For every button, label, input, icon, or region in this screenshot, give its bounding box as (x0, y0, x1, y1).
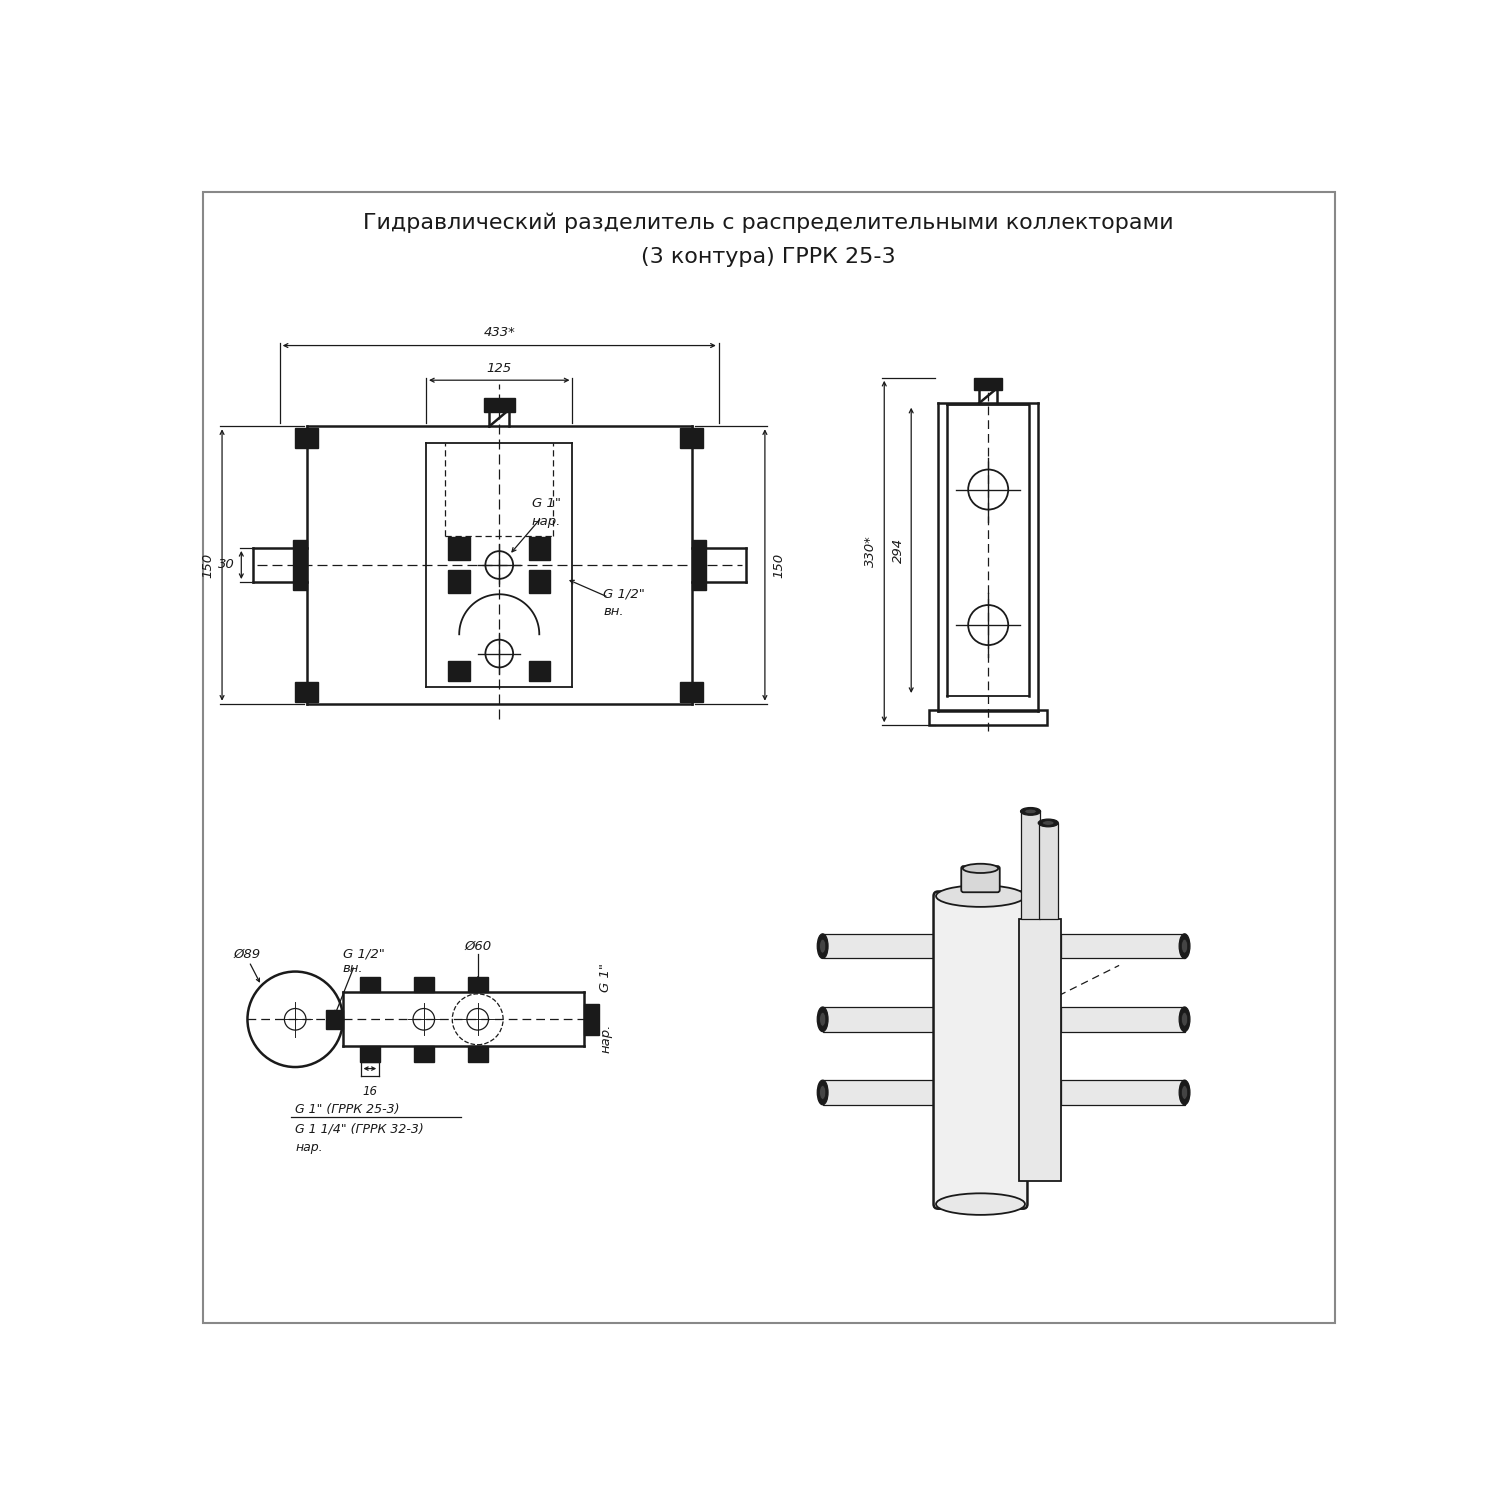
Bar (326, 1010, 344, 1029)
Text: 433*: 433* (483, 327, 514, 339)
Text: нар.: нар. (598, 1023, 612, 1053)
Bar (448, 662, 470, 681)
Text: G 1" (ГРРК 25-3): G 1" (ГРРК 25-3) (296, 1102, 399, 1116)
Text: нар.: нар. (531, 514, 561, 528)
Text: (3 контура) ГРРК 25-3: (3 контура) ГРРК 25-3 (642, 248, 896, 267)
Bar (360, 1047, 380, 1062)
Ellipse shape (936, 885, 1024, 908)
Bar (414, 1047, 434, 1062)
Ellipse shape (1179, 934, 1190, 958)
Ellipse shape (818, 1080, 828, 1106)
Text: 30: 30 (219, 558, 236, 572)
Text: 150: 150 (201, 552, 214, 578)
Ellipse shape (1020, 807, 1041, 816)
Ellipse shape (819, 1086, 825, 1100)
Ellipse shape (1042, 821, 1054, 825)
Bar (822, 1080, 938, 1106)
Text: G 1 1/4" (ГРРК 32-3): G 1 1/4" (ГРРК 32-3) (296, 1124, 424, 1136)
Ellipse shape (818, 1007, 828, 1032)
FancyBboxPatch shape (933, 891, 1028, 1209)
Bar (1019, 920, 1062, 1180)
Bar (528, 662, 550, 681)
Bar (1062, 1080, 1185, 1106)
Text: 125: 125 (486, 362, 512, 375)
Bar (1040, 824, 1058, 920)
Text: G 1": G 1" (598, 963, 612, 993)
Bar (528, 570, 550, 594)
Text: вн.: вн. (603, 604, 624, 618)
FancyBboxPatch shape (962, 865, 999, 892)
Bar (292, 540, 306, 590)
Ellipse shape (1182, 1013, 1188, 1026)
Text: Гидравлический разделитель с распределительными коллекторами: Гидравлический разделитель с распределит… (363, 211, 1174, 232)
Ellipse shape (819, 939, 825, 952)
Text: G 1/2": G 1/2" (603, 588, 645, 602)
Text: 330*: 330* (864, 536, 876, 567)
Ellipse shape (1038, 819, 1059, 827)
Text: Ø60: Ø60 (464, 939, 492, 952)
Bar (1022, 812, 1040, 919)
Text: вн.: вн. (344, 963, 363, 975)
Bar (975, 378, 1002, 390)
Ellipse shape (819, 1013, 825, 1026)
Ellipse shape (1182, 939, 1188, 952)
Bar (296, 427, 318, 448)
Bar (1062, 1007, 1185, 1032)
Bar (448, 570, 470, 594)
Text: G 1/2": G 1/2" (344, 946, 386, 960)
Text: Ø89: Ø89 (234, 948, 261, 960)
Text: 294: 294 (892, 538, 904, 562)
Text: нар.: нар. (296, 1142, 322, 1155)
Bar (584, 1004, 600, 1035)
Bar (528, 537, 550, 561)
Bar (1062, 934, 1185, 958)
Bar (414, 976, 434, 993)
Bar (296, 682, 318, 702)
Ellipse shape (963, 864, 998, 873)
Text: G 1": G 1" (531, 496, 561, 510)
Bar (448, 537, 470, 561)
Bar (360, 976, 380, 993)
Ellipse shape (1182, 1086, 1188, 1100)
Bar (484, 398, 514, 412)
Bar (692, 540, 705, 590)
Text: 150: 150 (772, 552, 786, 578)
Ellipse shape (1024, 808, 1036, 813)
Ellipse shape (818, 934, 828, 958)
Bar (822, 1007, 938, 1032)
Text: 16: 16 (363, 1084, 378, 1098)
Bar (928, 710, 1047, 724)
Bar (680, 427, 703, 448)
Ellipse shape (1179, 1007, 1190, 1032)
Bar (680, 682, 703, 702)
Ellipse shape (936, 1194, 1024, 1215)
Bar (822, 934, 938, 958)
Ellipse shape (1179, 1080, 1190, 1106)
Bar (468, 976, 488, 993)
Bar (468, 1047, 488, 1062)
